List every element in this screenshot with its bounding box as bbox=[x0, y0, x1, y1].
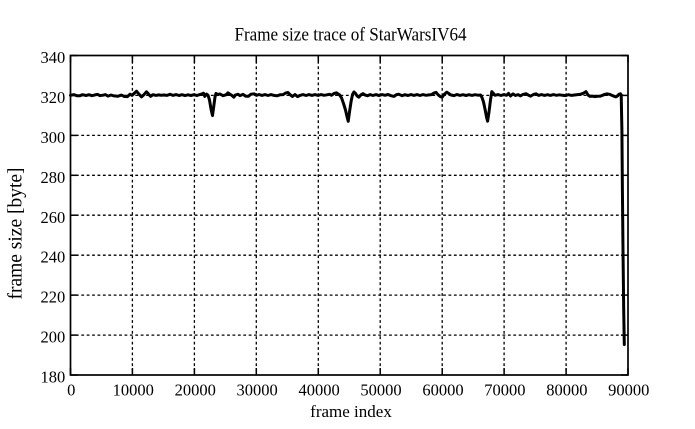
svg-text:240: 240 bbox=[41, 248, 66, 267]
svg-text:frame size [byte]: frame size [byte] bbox=[6, 167, 27, 299]
svg-text:80000: 80000 bbox=[546, 381, 587, 400]
svg-text:320: 320 bbox=[41, 88, 66, 107]
svg-text:220: 220 bbox=[41, 288, 66, 307]
svg-text:40000: 40000 bbox=[298, 381, 339, 400]
svg-text:300: 300 bbox=[41, 128, 66, 147]
svg-text:0: 0 bbox=[67, 381, 75, 400]
svg-text:20000: 20000 bbox=[175, 381, 216, 400]
svg-text:30000: 30000 bbox=[236, 381, 277, 400]
svg-text:180: 180 bbox=[41, 368, 66, 387]
svg-text:Frame size trace of StarWarsIV: Frame size trace of StarWarsIV64 bbox=[234, 24, 466, 45]
svg-text:70000: 70000 bbox=[484, 381, 525, 400]
svg-text:50000: 50000 bbox=[360, 381, 401, 400]
svg-text:280: 280 bbox=[41, 168, 66, 187]
svg-text:340: 340 bbox=[41, 48, 66, 67]
svg-text:90000: 90000 bbox=[608, 381, 649, 400]
svg-text:10000: 10000 bbox=[113, 381, 154, 400]
svg-text:260: 260 bbox=[41, 208, 66, 227]
svg-text:60000: 60000 bbox=[422, 381, 463, 400]
svg-text:200: 200 bbox=[41, 328, 66, 347]
svg-text:frame index: frame index bbox=[310, 402, 392, 421]
